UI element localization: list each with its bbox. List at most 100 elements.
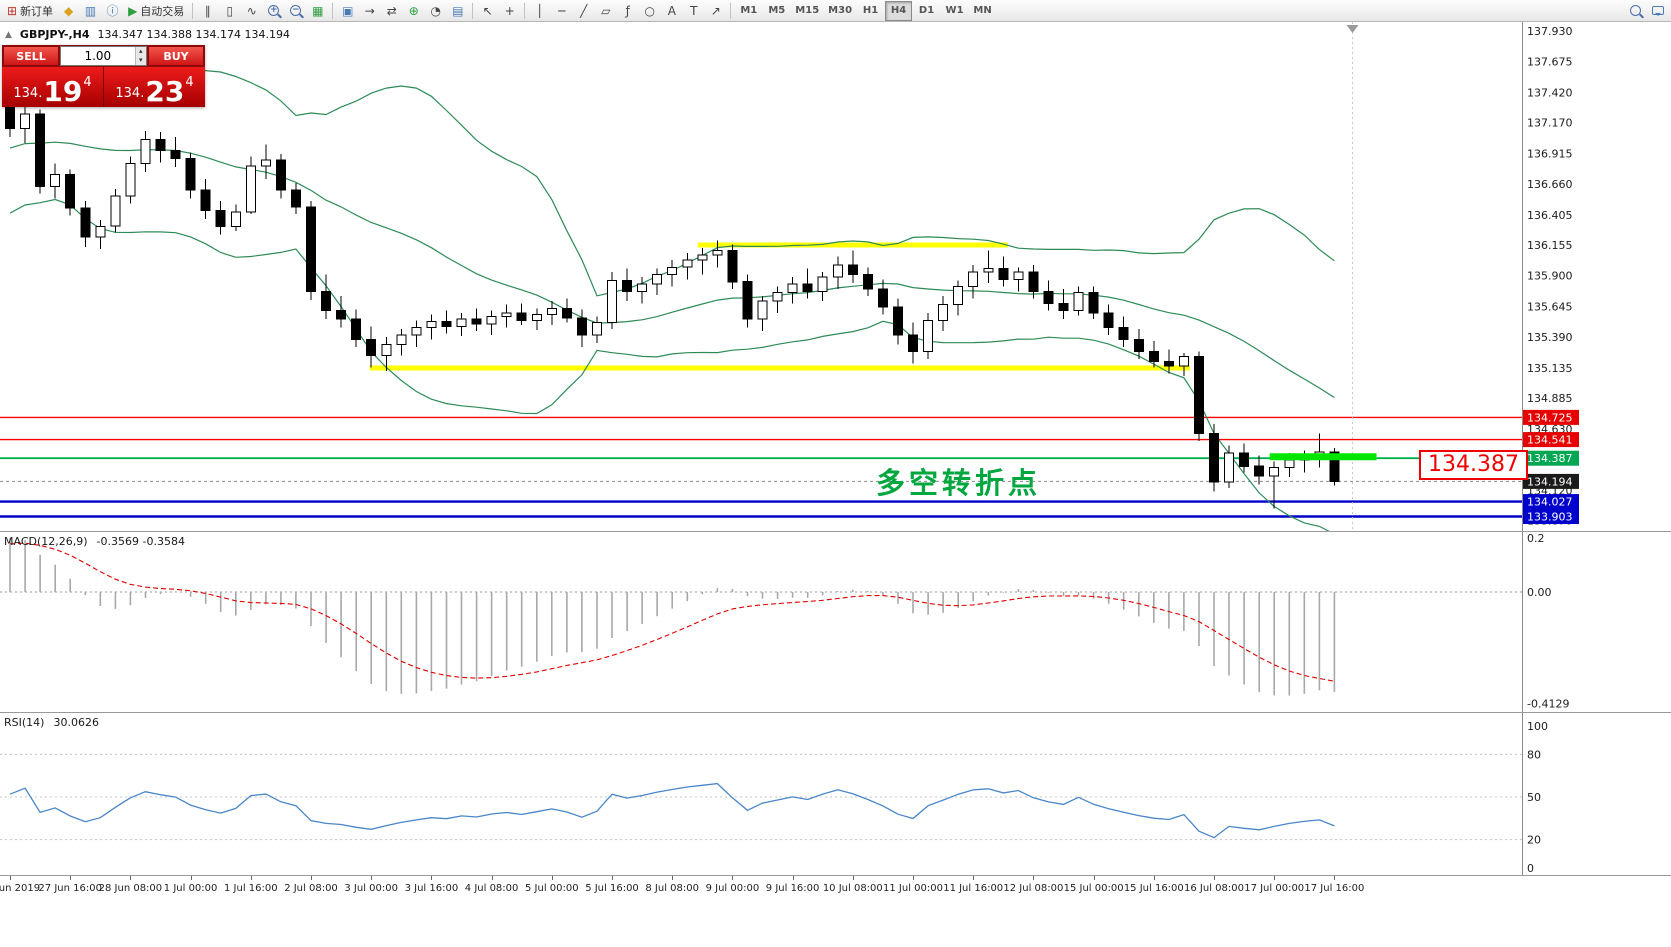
time-axis-label: 15 Jul 00:00 [1063, 883, 1124, 894]
panel-resize-handle[interactable] [0, 875, 1671, 876]
price-axis-label: 137.170 [1527, 117, 1573, 130]
new-order-button[interactable]: ⊞ 新订单 [3, 1, 57, 21]
rsi-panel[interactable]: 100 80 50 20 0 [0, 713, 1671, 875]
text-label-button[interactable]: T [683, 1, 704, 21]
bar-chart-button[interactable]: ∥ [197, 1, 218, 21]
channel-button[interactable]: ▱ [595, 1, 616, 21]
timeframe-button-h4[interactable]: H4 [885, 0, 913, 21]
text-button[interactable]: A [661, 1, 682, 21]
timeframe-toolbar: M1 M5 M15 M30 H1 H4 D1 W1 MN [735, 0, 996, 21]
data-window-icon: ⓘ [106, 3, 119, 18]
ask-big: 23 [145, 75, 185, 109]
cursor-icon: ↖ [482, 3, 493, 18]
bollinger-lower-band[interactable] [9, 198, 1334, 532]
time-axis-tick [1093, 876, 1095, 880]
price-badge [1523, 509, 1579, 524]
zoom-out-button[interactable]: − [285, 1, 306, 21]
indicators-button[interactable]: ⊕ [403, 1, 424, 21]
zoom-in-button[interactable]: + [263, 1, 284, 21]
timeframe-button-mn[interactable]: MN [969, 1, 996, 21]
horizontal-line-icon: ─ [558, 3, 566, 18]
text-icon: A [667, 3, 676, 18]
arrows-button[interactable]: ↗ [705, 1, 726, 21]
timeframe-button-m15[interactable]: M15 [791, 1, 823, 21]
price-axis-label: 137.420 [1527, 86, 1573, 99]
shift-marker-icon[interactable] [1346, 25, 1359, 33]
shapes-button[interactable]: ○ [639, 1, 660, 21]
timeframe-button-h1[interactable]: H1 [857, 1, 884, 21]
price-badge [1523, 473, 1579, 489]
macd-histogram [9, 538, 1336, 696]
time-axis-label: 1 Jul 00:00 [163, 883, 218, 894]
vertical-line-icon: │ [536, 3, 544, 18]
panel-resize-handle[interactable] [0, 712, 1671, 713]
price-axis-label: 135.135 [1527, 362, 1573, 375]
volume-input[interactable] [61, 47, 135, 65]
crosshair-button[interactable]: + [499, 1, 520, 21]
bollinger-bands[interactable] [9, 66, 1335, 532]
cursor-button[interactable]: ↖ [477, 1, 498, 21]
price-axis-label: 137.675 [1527, 56, 1573, 69]
chart-shift-button[interactable]: ⇄ [381, 1, 402, 21]
panel-resize-handle[interactable] [0, 531, 1671, 532]
price-callout-label[interactable]: 134.387 [1419, 450, 1528, 480]
chart-annotation-text[interactable]: 多空转折点 [876, 466, 1042, 500]
bid-big: 19 [43, 75, 83, 109]
macd-panel[interactable]: 0.2 0.00 -0.4129 [0, 532, 1671, 712]
data-window-button[interactable]: ⓘ [102, 1, 123, 21]
periods-icon: ◔ [430, 3, 442, 18]
price-badge-label: 134.541 [1527, 434, 1573, 447]
bollinger-middle-band[interactable] [9, 141, 1335, 399]
time-axis-tick [732, 876, 734, 880]
price-axis-border[interactable] [1522, 22, 1523, 876]
tile-windows-button[interactable]: ▣ [337, 1, 358, 21]
grid-button[interactable]: ▦ [307, 1, 328, 21]
time-axis-tick [70, 876, 72, 880]
time-axis-label: 4 Jul 08:00 [464, 883, 519, 894]
rsi-axis-label: 80 [1527, 748, 1541, 761]
time-axis-label: 8 Jul 08:00 [645, 883, 699, 894]
timeframe-button-d1[interactable]: D1 [913, 1, 940, 21]
horizontal-line-button[interactable]: ─ [551, 1, 572, 21]
vertical-line-button[interactable]: │ [529, 1, 550, 21]
search-button[interactable] [1625, 1, 1646, 21]
rsi-label: RSI(14) [4, 716, 45, 729]
candlestick-button[interactable]: ▯ [219, 1, 240, 21]
price-badge-label: 134.027 [1527, 496, 1573, 509]
price-badge [1523, 494, 1579, 510]
timeframe-button-m30[interactable]: M30 [824, 1, 856, 21]
auto-scroll-button[interactable]: → [359, 1, 380, 21]
profiles-button[interactable]: ▥ [80, 1, 101, 21]
line-chart-button[interactable]: ∿ [241, 1, 262, 21]
zoom-out-icon: − [290, 5, 302, 16]
timeframe-button-w1[interactable]: W1 [941, 1, 968, 21]
collapse-panel-button[interactable]: ▲ [5, 29, 12, 40]
templates-icon: ▤ [452, 3, 464, 18]
rsi-axis-label: 50 [1527, 791, 1541, 804]
chat-button[interactable] [1647, 1, 1668, 21]
candles-layer[interactable] [5, 97, 1340, 509]
time-axis-label: 16 Jul 08:00 [1184, 883, 1244, 894]
timeframe-button-m5[interactable]: M5 [763, 1, 790, 21]
volume-down-icon[interactable]: ▾ [135, 56, 146, 65]
timeframe-button-m1[interactable]: M1 [735, 1, 762, 21]
volume-up-icon[interactable]: ▴ [135, 47, 146, 56]
time-axis-label: 9 Jul 00:00 [705, 883, 760, 894]
time-axis-label: 17 Jul 00:00 [1244, 883, 1305, 894]
new-chart-button[interactable]: ◆ [58, 1, 79, 21]
trendline-icon: ╱ [580, 3, 588, 18]
buy-button[interactable]: BUY [148, 46, 204, 66]
candlestick-chart[interactable]: 137.930 137.675 137.420 137.170 136.915 136.6… [0, 22, 1671, 531]
price-axis-label: 135.645 [1527, 301, 1573, 314]
sell-button[interactable]: SELL [3, 46, 59, 66]
price-axis-label: 136.155 [1527, 239, 1573, 252]
templates-button[interactable]: ▤ [447, 1, 468, 21]
ask-price[interactable]: 134. 23 4 [104, 67, 205, 107]
trendline-button[interactable]: ╱ [573, 1, 594, 21]
bid-price[interactable]: 134. 19 4 [2, 67, 104, 107]
fibonacci-button[interactable]: ƒ [617, 1, 638, 21]
auto-trading-button[interactable]: ▶ 自动交易 [124, 1, 188, 21]
crosshair-icon: + [504, 3, 515, 18]
periods-button[interactable]: ◔ [425, 1, 446, 21]
